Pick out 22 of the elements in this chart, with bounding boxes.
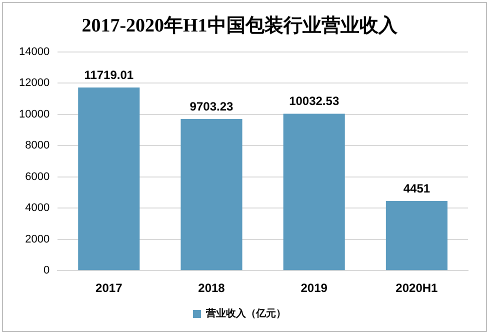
y-tick-label: 8000 bbox=[25, 140, 50, 152]
legend-label: 营业收入（亿元） bbox=[205, 308, 286, 320]
data-label: 4451 bbox=[403, 181, 430, 196]
y-tick-label: 4000 bbox=[25, 202, 50, 214]
data-label: 9703.23 bbox=[190, 99, 234, 114]
y-tick-label: 10000 bbox=[18, 108, 50, 120]
chart-title: 2017-2020年H1中国包装行业营业收入 bbox=[82, 14, 398, 36]
x-tick-label: 2018 bbox=[198, 281, 226, 296]
x-tick-label: 2020H1 bbox=[396, 281, 438, 296]
bar bbox=[386, 201, 448, 270]
y-tick-label: 14000 bbox=[18, 46, 50, 58]
y-tick-label: 2000 bbox=[25, 233, 50, 246]
bar bbox=[78, 87, 140, 270]
bar bbox=[283, 114, 345, 270]
x-tick-label: 2017 bbox=[96, 281, 123, 296]
data-label: 10032.53 bbox=[289, 94, 340, 108]
bar bbox=[180, 118, 242, 270]
y-tick-label: 12000 bbox=[18, 77, 50, 90]
y-tick-label: 0 bbox=[43, 264, 50, 277]
x-tick-label: 2019 bbox=[300, 281, 328, 296]
y-tick-label: 6000 bbox=[25, 170, 50, 183]
data-label: 11719.01 bbox=[84, 68, 134, 82]
